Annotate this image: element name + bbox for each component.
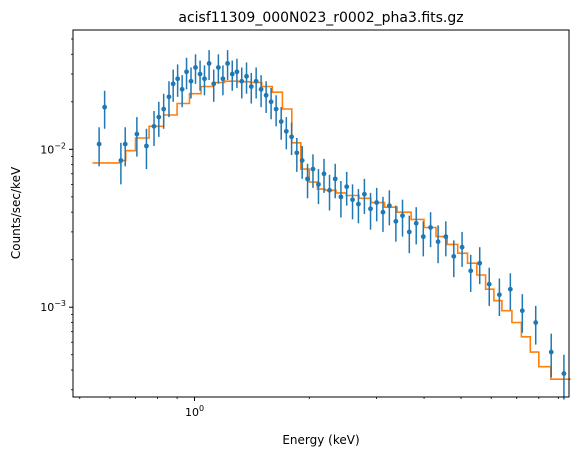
data-point [406, 229, 412, 235]
data-point [486, 281, 492, 287]
data-point [144, 143, 149, 149]
data-point [184, 69, 189, 75]
data-point [443, 234, 449, 240]
data-point [332, 176, 338, 182]
data-layer [96, 50, 567, 400]
data-point [338, 194, 344, 200]
data-point [197, 71, 203, 77]
data-point [175, 76, 181, 82]
data-point [468, 268, 474, 274]
data-point [253, 78, 259, 84]
data-point [368, 206, 373, 212]
data-point [533, 320, 539, 325]
data-point [321, 171, 327, 177]
data-point [215, 65, 221, 70]
data-point [548, 349, 554, 355]
data-point [268, 99, 274, 105]
data-point [496, 292, 502, 298]
x-tick-label: 100 [185, 404, 204, 419]
data-point [151, 123, 157, 129]
data-point [316, 181, 321, 187]
data-point [451, 253, 457, 259]
data-point [310, 166, 316, 172]
data-point [420, 234, 426, 240]
data-point [435, 239, 441, 245]
data-point [393, 218, 399, 224]
data-point [283, 128, 289, 134]
data-point [258, 86, 264, 92]
y-axis-label: Counts/sec/keV [9, 166, 23, 259]
data-point [220, 76, 226, 82]
data-point [507, 286, 513, 292]
data-point [299, 158, 305, 163]
data-point [278, 119, 284, 124]
data-point [166, 94, 172, 100]
data-point [289, 134, 294, 140]
axes-frame [72, 29, 570, 398]
data-point [202, 76, 207, 82]
y-tick-label: 10−2 [40, 141, 66, 156]
data-point [428, 225, 433, 230]
data-point [134, 131, 140, 137]
data-point [263, 92, 269, 98]
data-point [188, 78, 194, 84]
data-point [519, 308, 525, 314]
data-point [244, 73, 249, 79]
data-point [380, 209, 386, 215]
data-point [229, 71, 235, 77]
data-point [239, 78, 245, 84]
data-point [161, 106, 167, 112]
data-point [477, 260, 483, 266]
y-tick-label: 10−3 [40, 299, 66, 314]
data-point [179, 86, 185, 92]
data-point [273, 106, 279, 112]
data-point [122, 141, 128, 147]
data-point [170, 81, 176, 87]
data-point [118, 158, 124, 163]
data-point [400, 213, 405, 219]
data-point [102, 104, 108, 110]
data-point [294, 150, 300, 156]
data-point [386, 203, 392, 209]
data-point [225, 61, 230, 66]
x-axis-label: Energy (keV) [282, 433, 359, 447]
data-point [305, 176, 310, 182]
data-point [234, 69, 240, 75]
data-point [459, 244, 465, 250]
data-point [206, 61, 212, 66]
data-point [156, 114, 162, 120]
data-point [413, 220, 419, 226]
data-point [356, 201, 361, 207]
plot-area [92, 50, 571, 400]
data-point [350, 197, 355, 203]
data-point [344, 184, 350, 190]
data-point [374, 200, 380, 205]
chart-title: acisf11309_000N023_r0002_pha3.fits.gz [178, 10, 463, 26]
x-axis-ticks: 100 [79, 397, 559, 419]
data-point [96, 141, 102, 147]
data-point [561, 371, 567, 376]
data-point [327, 187, 332, 193]
data-point [362, 191, 367, 197]
data-point [211, 81, 217, 87]
y-axis-ticks: 10−3 10−2 [40, 38, 73, 391]
data-point [248, 84, 254, 89]
data-point [193, 65, 198, 70]
